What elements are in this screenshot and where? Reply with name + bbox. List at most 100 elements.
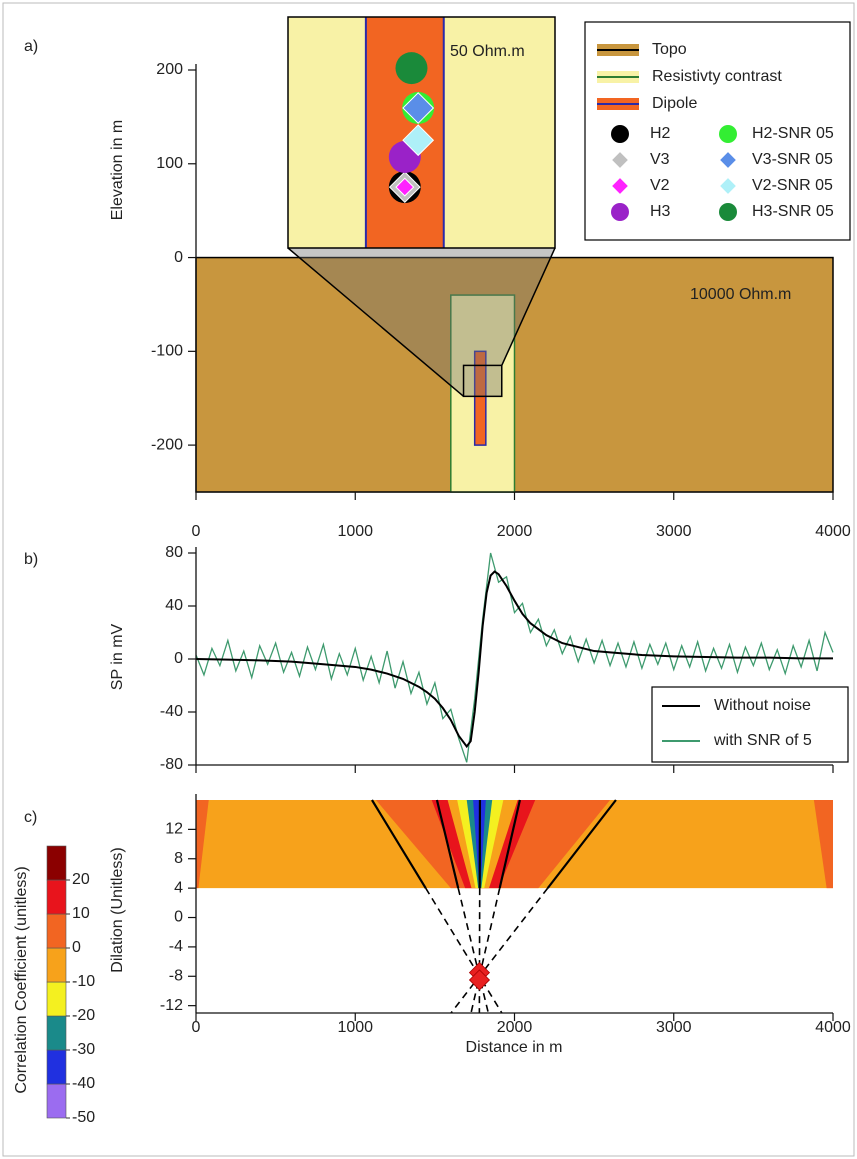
panel-label: a) [24, 38, 38, 55]
colorbar-tick-label: -10 [72, 973, 95, 990]
y-tick-label: -8 [169, 967, 183, 984]
ray-dashed [425, 887, 503, 1014]
x-tick-label: 4000 [815, 523, 851, 540]
x-tick-label: 0 [192, 1019, 201, 1036]
colorbar-cell [46, 879, 67, 915]
y-tick-label: 80 [165, 544, 183, 561]
panel-label: b) [24, 551, 38, 568]
colorbar-cell [46, 845, 67, 881]
colorbar-tick-label: -30 [72, 1041, 95, 1058]
marker [611, 125, 629, 143]
marker [610, 150, 630, 170]
marker [395, 177, 415, 197]
legend-label: V3 [650, 151, 670, 168]
legend-label: with SNR of 5 [713, 732, 812, 749]
series-line [195, 552, 834, 763]
legend-label: H2 [650, 125, 671, 142]
marker [395, 52, 428, 85]
region [473, 350, 487, 446]
legend-label: Dipole [652, 95, 697, 112]
y-tick-label: 0 [174, 650, 183, 667]
ray-dashed [457, 887, 490, 1014]
inset [288, 17, 555, 248]
colorbar-cell [46, 1083, 67, 1119]
legend-label: H3-SNR 05 [752, 203, 834, 220]
marker [611, 203, 629, 221]
ray-solid [371, 799, 427, 889]
x-axis-label: Distance in m [466, 1039, 563, 1056]
series-line [195, 570, 833, 749]
marker [718, 150, 738, 170]
legend-label: V2-SNR 05 [752, 177, 833, 194]
colorbar-cell [46, 947, 67, 983]
legend-label: Topo [652, 41, 687, 58]
zoom-box [462, 364, 503, 398]
legend-label: H3 [650, 203, 671, 220]
contour-band [813, 800, 833, 889]
legend-label: V3-SNR 05 [752, 151, 833, 168]
x-tick-label: 0 [192, 523, 201, 540]
colorbar-tick-label: 10 [72, 905, 90, 922]
colorbar-tick-label: 20 [72, 871, 90, 888]
y-tick-label: -100 [151, 343, 183, 360]
x-tick-label: 4000 [815, 1019, 851, 1036]
y-tick-label: -80 [160, 756, 183, 773]
zoom-connector [501, 247, 556, 366]
marker [719, 125, 737, 143]
legend-box [584, 21, 851, 241]
ray-dashed [450, 887, 549, 1014]
source-marker [468, 969, 491, 991]
y-tick-label: 4 [174, 879, 183, 896]
x-tick-label: 1000 [337, 1019, 373, 1036]
marker [719, 203, 737, 221]
ray-solid [498, 799, 521, 889]
y-tick-label: -4 [169, 938, 183, 955]
colorbar-cell [46, 1049, 67, 1085]
ray-solid [546, 799, 617, 889]
y-axis-label: Elevation in m [109, 120, 126, 221]
ray-dashed [470, 887, 501, 1014]
inset-border [287, 16, 556, 249]
colorbar-tick-label: -40 [72, 1075, 95, 1092]
zoom-shade [288, 248, 555, 397]
y-axis-label: SP in mV [109, 623, 126, 690]
y-tick-label: -200 [151, 436, 183, 453]
x-tick-label: 2000 [497, 1019, 533, 1036]
y-tick-label: 0 [174, 249, 183, 266]
colorbar-tick-label: 0 [72, 939, 81, 956]
y-tick-label: 40 [165, 597, 183, 614]
legend-label: Resistivty contrast [652, 68, 782, 85]
annotation: 50 Ohm.m [450, 43, 525, 60]
y-tick-label: 200 [156, 61, 183, 78]
y-tick-label: 8 [174, 850, 183, 867]
y-tick-label: 12 [165, 821, 183, 838]
y-tick-label: -12 [160, 997, 183, 1014]
legend-label: H2-SNR 05 [752, 125, 834, 142]
x-tick-label: 3000 [656, 523, 692, 540]
y-axis-label: Dilation (Unitless) [109, 847, 126, 972]
y-tick-label: 0 [174, 909, 183, 926]
marker [610, 176, 630, 196]
marker [402, 124, 435, 157]
contour-band [196, 800, 209, 889]
legend-label: V2 [650, 177, 670, 194]
zoom-connector [287, 247, 465, 397]
marker [718, 176, 738, 196]
colorbar-cell [46, 1015, 67, 1051]
colorbar-label: Correlation Coefficient (unitless) [13, 866, 30, 1093]
marker [402, 92, 435, 124]
colorbar-tick-label: -20 [72, 1007, 95, 1024]
x-tick-label: 1000 [337, 523, 373, 540]
panel-label: c) [24, 809, 37, 826]
ray-solid [435, 799, 460, 889]
legend-box [651, 686, 849, 763]
x-tick-label: 2000 [497, 523, 533, 540]
y-tick-label: -40 [160, 703, 183, 720]
colorbar-cell [46, 913, 67, 949]
legend-label: Without noise [714, 697, 811, 714]
x-tick-label: 3000 [656, 1019, 692, 1036]
colorbar-tick-label: -50 [72, 1109, 95, 1126]
colorbar-cell [46, 981, 67, 1017]
